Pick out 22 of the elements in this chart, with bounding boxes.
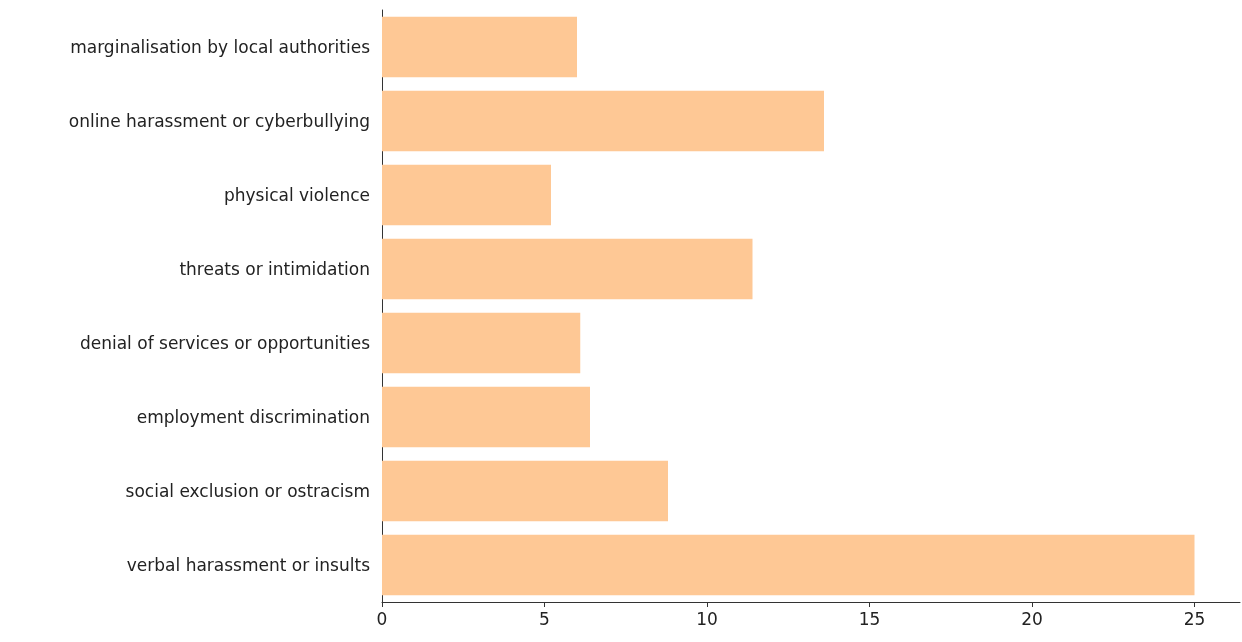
y-tick-label: physical violence [223, 185, 370, 205]
bar [382, 238, 753, 300]
x-tick-label: 20 [1021, 608, 1043, 629]
bar [382, 16, 577, 78]
bar [382, 386, 590, 448]
bar [382, 534, 1195, 596]
y-tick-label: verbal harassment or insults [126, 555, 371, 575]
bar [382, 90, 824, 152]
x-tick-label: 10 [696, 608, 718, 629]
bar [382, 312, 581, 374]
bar [382, 460, 668, 522]
y-tick-label: employment discrimination [136, 407, 370, 427]
y-tick-label: social exclusion or ostracism [125, 481, 370, 501]
x-tick-label: 25 [1183, 608, 1206, 629]
x-tick-label: 15 [858, 608, 881, 629]
y-tick-label: marginalisation by local authorities [70, 37, 371, 57]
x-tick-label: 5 [539, 608, 550, 629]
bar [382, 164, 551, 226]
y-tick-label: threats or intimidation [179, 259, 370, 279]
x-tick-label: 0 [376, 608, 388, 629]
y-tick-label: denial of services or opportunities [79, 333, 371, 353]
y-tick-label: online harassment or cyberbullying [68, 111, 370, 131]
